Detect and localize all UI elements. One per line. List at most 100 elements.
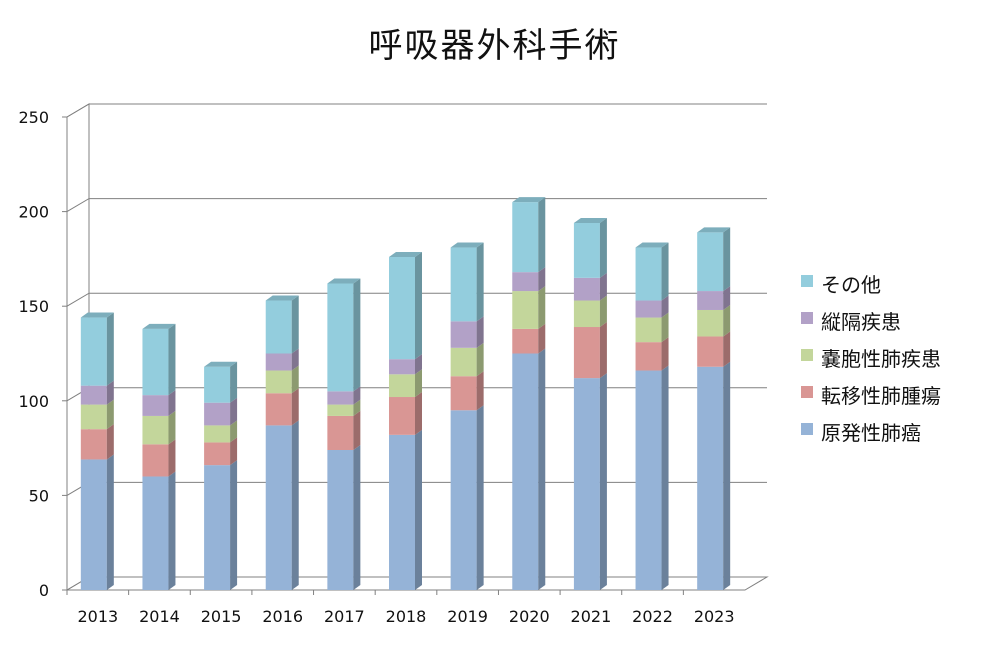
bar-segment — [142, 415, 169, 445]
bar-segment-side — [415, 369, 422, 398]
bar-top — [204, 361, 238, 367]
bar-top — [142, 323, 176, 329]
bar-top — [80, 312, 114, 318]
gridline — [66, 198, 767, 213]
bar-stack — [265, 295, 299, 590]
bar-segment — [450, 376, 477, 411]
bar-segment — [204, 442, 231, 466]
legend-swatch — [801, 386, 813, 398]
y-tick-label: 50 — [29, 486, 49, 505]
bar-segment — [265, 370, 292, 394]
bar-segment-side — [599, 272, 607, 301]
bar-segment — [389, 257, 415, 360]
bar-segment — [635, 317, 662, 343]
y-tick-label: 200 — [18, 203, 49, 222]
bar-segment-side — [230, 437, 238, 466]
bar-segment — [697, 336, 724, 367]
y-tick-label: 250 — [18, 108, 49, 127]
y-tick-label: 150 — [18, 297, 49, 316]
bar-segment-side — [476, 405, 484, 590]
bar-segment — [389, 374, 415, 398]
bar-segment-side — [106, 399, 114, 430]
bar-segment — [697, 309, 724, 337]
bar-segment — [327, 449, 354, 590]
bar-segment-side — [353, 278, 361, 392]
legend-swatch — [801, 349, 813, 361]
legend-label: その他 — [821, 273, 881, 297]
bar-segment-side — [230, 460, 238, 590]
bar-segment — [512, 202, 539, 273]
bar-segment — [327, 404, 354, 416]
bar-segment-side — [168, 439, 176, 477]
bar-segment-side — [661, 295, 669, 318]
bar-segment-side — [661, 242, 669, 301]
bar-segment — [512, 291, 539, 329]
bar-segment — [204, 402, 231, 426]
bar-segment-side — [353, 386, 361, 405]
bar-top — [697, 227, 731, 233]
bar-top — [327, 278, 361, 284]
bar-segment — [80, 385, 107, 405]
bar-segment-side — [106, 424, 114, 460]
bar-segment — [265, 300, 292, 354]
x-tick-label: 2015 — [201, 607, 242, 626]
x-tick-label: 2022 — [632, 607, 673, 626]
bar-segment-side — [230, 397, 238, 426]
legend-swatch — [801, 423, 813, 435]
bar-segment — [265, 425, 292, 590]
bar-segment — [635, 342, 662, 371]
legend-label: 転移性肺腫瘍 — [821, 384, 941, 408]
bar-segment — [265, 393, 292, 426]
bar-segment — [573, 327, 600, 379]
bar-segment-side — [723, 361, 731, 590]
bar-segment-side — [599, 295, 607, 328]
bar-top — [450, 242, 484, 248]
bar-segment-side — [168, 410, 176, 445]
bar-segment — [697, 366, 724, 590]
bar-stack — [80, 312, 114, 590]
bar-segment — [697, 232, 724, 292]
bar-segment — [80, 404, 107, 430]
bar-segment — [450, 247, 477, 322]
x-tick-label: 2014 — [139, 607, 180, 626]
bar-segment — [142, 395, 169, 416]
bar-stack — [142, 323, 176, 590]
bar-segment-side — [661, 312, 669, 343]
bar-segment-side — [661, 365, 669, 590]
bar-segment — [80, 429, 107, 460]
bar-segment — [573, 277, 600, 301]
bar-segment-side — [291, 365, 299, 394]
bar-stack — [635, 242, 669, 590]
bar-segment-side — [415, 429, 422, 590]
bar-top — [389, 252, 422, 258]
bar-segment-side — [291, 420, 299, 590]
legend-label: 縦隔疾患 — [821, 310, 901, 334]
bar-top — [512, 197, 546, 203]
bar-segment-side — [415, 392, 422, 435]
bar-segment-side — [291, 388, 299, 426]
bar-stack — [327, 278, 361, 590]
bar-segment — [142, 476, 169, 590]
bar-segment-side — [476, 342, 484, 377]
bar-segment-side — [538, 323, 546, 354]
bar-segment-side — [168, 390, 176, 416]
bar-segment — [204, 366, 231, 403]
bar-segment-side — [476, 316, 484, 348]
bar-segment-side — [538, 348, 546, 590]
bar-segment — [142, 328, 169, 396]
bar-segment-side — [353, 399, 361, 416]
bar-segment — [512, 328, 539, 354]
bar-segment — [697, 291, 724, 310]
x-tick-label: 2020 — [509, 607, 550, 626]
bar-segment — [512, 353, 539, 590]
bar-segment-side — [476, 371, 484, 411]
bar-segment — [80, 317, 107, 386]
x-tick-label: 2016 — [262, 607, 303, 626]
bar-segment — [142, 444, 169, 477]
y-tick-label: 0 — [39, 581, 49, 600]
bar-stack — [450, 242, 484, 590]
bar-top — [265, 295, 299, 301]
x-axis-ticks: 2013 2014 2015 2016 2017 2018 2019 2020 2021 2022… — [66, 590, 735, 626]
y-axis-ticks: 0 50 100 150 200 250 — [18, 108, 67, 600]
bar-segment — [204, 425, 231, 443]
